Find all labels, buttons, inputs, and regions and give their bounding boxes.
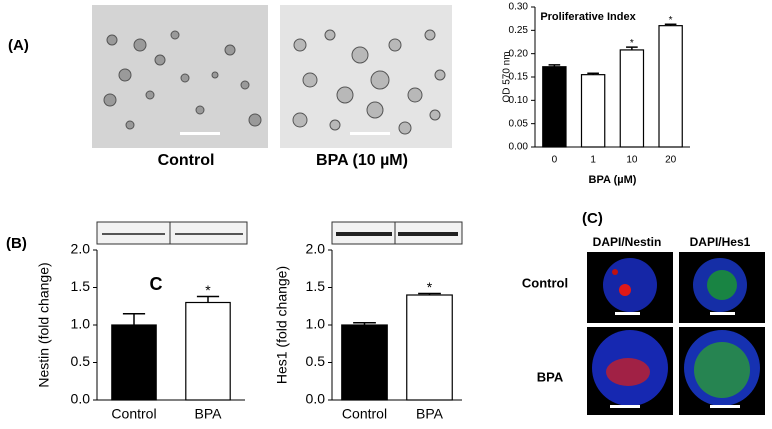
- micrograph: [280, 5, 452, 148]
- image-caption: Control: [158, 152, 215, 169]
- x-axis-label: BPA (µM): [589, 174, 637, 186]
- y-tick-label: 0.00: [509, 142, 529, 153]
- y-tick-label: 0.30: [509, 2, 529, 13]
- image-caption: BPA (10 µM): [316, 152, 408, 169]
- blot: [331, 221, 463, 245]
- panel-label: (C): [582, 210, 603, 227]
- bar: [185, 301, 231, 401]
- bar: [658, 25, 683, 148]
- y-tick-label: 0.10: [509, 95, 529, 106]
- bar: [111, 324, 157, 401]
- y-tick-label: 0.5: [306, 353, 326, 369]
- row-header: Control: [522, 275, 568, 290]
- y-tick-label: 0.25: [509, 25, 529, 36]
- x-tick-label: 20: [665, 155, 677, 166]
- x-tick-label: Control: [342, 406, 387, 422]
- significance-mark: *: [205, 282, 211, 298]
- fluorescence-image: [587, 327, 673, 415]
- y-tick-label: 2.0: [306, 241, 326, 257]
- fluorescence-image: [679, 252, 765, 323]
- chart-title: Proliferative Index: [540, 11, 636, 23]
- x-tick-label: BPA: [195, 406, 223, 422]
- y-axis-label: Nestin (fold change): [36, 262, 52, 387]
- y-tick-label: 1.0: [71, 316, 91, 332]
- panel-label: (B): [6, 235, 27, 252]
- bar: [619, 49, 645, 148]
- row-header: BPA: [537, 369, 564, 384]
- x-tick-label: 0: [552, 155, 558, 166]
- fluorescence-image: [587, 252, 673, 323]
- y-axis-label: OD 570 nm: [502, 51, 513, 102]
- bar: [341, 324, 388, 401]
- column-header: DAPI/Hes1: [690, 235, 751, 249]
- y-tick-label: 0.20: [509, 48, 529, 59]
- micrograph: [92, 5, 268, 148]
- significance-mark: *: [427, 279, 433, 295]
- y-tick-label: 1.5: [306, 278, 326, 294]
- y-tick-label: 0.05: [509, 118, 529, 129]
- y-tick-label: 0.15: [509, 72, 529, 83]
- bar: [580, 74, 606, 148]
- y-tick-label: 2.0: [71, 241, 91, 257]
- significance-mark: *: [630, 38, 634, 49]
- blot: [96, 221, 248, 245]
- y-tick-label: 1.0: [306, 316, 326, 332]
- fluorescence-image: [679, 327, 765, 415]
- x-tick-label: 10: [626, 155, 638, 166]
- x-tick-label: Control: [111, 406, 156, 422]
- column-header: DAPI/Nestin: [593, 235, 662, 249]
- y-axis-label: Hes1 (fold change): [274, 266, 290, 384]
- y-tick-label: 1.5: [71, 278, 91, 294]
- significance-mark: *: [669, 15, 673, 26]
- y-tick-label: 0.0: [71, 391, 91, 407]
- x-tick-label: 1: [590, 155, 596, 166]
- y-tick-label: 0.5: [71, 353, 91, 369]
- panel-label: (A): [8, 37, 29, 54]
- y-tick-label: 0.0: [306, 391, 326, 407]
- annotation: C: [150, 274, 163, 294]
- x-tick-label: BPA: [416, 406, 444, 422]
- bar: [406, 294, 453, 401]
- bar: [542, 66, 567, 148]
